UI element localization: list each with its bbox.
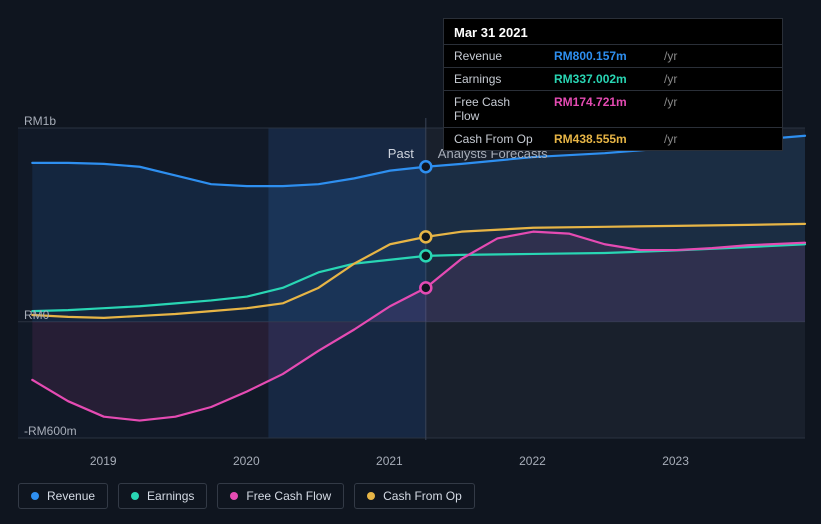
tooltip-row: RevenueRM800.157m/yr xyxy=(444,44,782,67)
tooltip-row-value: RM438.555m xyxy=(544,128,654,150)
tooltip-row-label: Earnings xyxy=(444,68,544,90)
x-tick-label: 2020 xyxy=(233,454,260,468)
y-tick-label: RM1b xyxy=(24,114,56,128)
legend-dot-icon xyxy=(230,492,238,500)
tooltip-row-value: RM174.721m xyxy=(544,91,654,127)
legend-item[interactable]: Cash From Op xyxy=(354,483,475,509)
legend-item-label: Cash From Op xyxy=(383,489,462,503)
x-tick-label: 2022 xyxy=(519,454,546,468)
tooltip-row-value: RM800.157m xyxy=(544,45,654,67)
financial-chart: Past Analysts Forecasts RM1bRM0-RM600m 2… xyxy=(0,0,821,524)
tooltip-date: Mar 31 2021 xyxy=(444,19,782,44)
tooltip-row-suffix: /yr xyxy=(654,128,687,150)
legend-item[interactable]: Revenue xyxy=(18,483,108,509)
legend-item[interactable]: Earnings xyxy=(118,483,207,509)
legend-item-label: Revenue xyxy=(47,489,95,503)
chart-tooltip: Mar 31 2021 RevenueRM800.157m/yrEarnings… xyxy=(443,18,783,151)
past-label: Past xyxy=(388,146,414,161)
x-tick-label: 2021 xyxy=(376,454,403,468)
x-tick-label: 2019 xyxy=(90,454,117,468)
y-tick-label: RM0 xyxy=(24,308,49,322)
tooltip-row-label: Revenue xyxy=(444,45,544,67)
tooltip-row-suffix: /yr xyxy=(654,68,687,90)
legend-dot-icon xyxy=(131,492,139,500)
tooltip-row: Free Cash FlowRM174.721m/yr xyxy=(444,90,782,127)
tooltip-row-suffix: /yr xyxy=(654,45,687,67)
x-tick-label: 2023 xyxy=(662,454,689,468)
tooltip-row: Cash From OpRM438.555m/yr xyxy=(444,127,782,150)
legend-item[interactable]: Free Cash Flow xyxy=(217,483,344,509)
legend-dot-icon xyxy=(367,492,375,500)
tooltip-row-label: Free Cash Flow xyxy=(444,91,544,127)
tooltip-row-suffix: /yr xyxy=(654,91,687,127)
tooltip-row-value: RM337.002m xyxy=(544,68,654,90)
y-tick-label: -RM600m xyxy=(24,424,77,438)
legend-item-label: Earnings xyxy=(147,489,194,503)
legend-item-label: Free Cash Flow xyxy=(246,489,331,503)
chart-legend: Revenue Earnings Free Cash Flow Cash From O… xyxy=(18,483,475,509)
tooltip-row-label: Cash From Op xyxy=(444,128,544,150)
tooltip-row: EarningsRM337.002m/yr xyxy=(444,67,782,90)
legend-dot-icon xyxy=(31,492,39,500)
